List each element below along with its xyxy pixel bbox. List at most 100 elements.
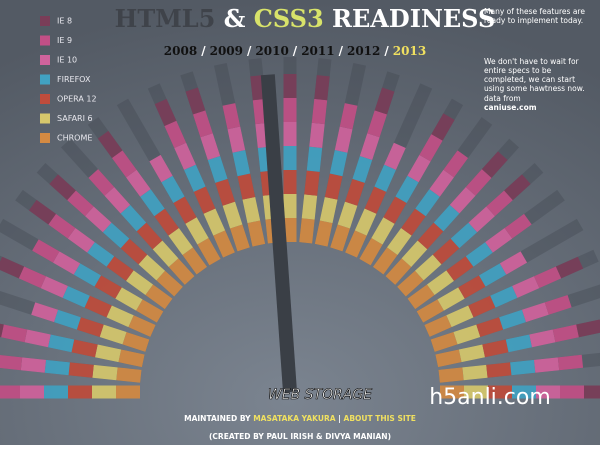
ray xyxy=(359,98,464,266)
ray-segment xyxy=(424,315,452,337)
ray-segment xyxy=(149,154,173,183)
legend-label[interactable]: FIREFOX xyxy=(57,75,91,84)
ray xyxy=(0,385,140,399)
about-link[interactable]: ABOUT THIS SITE xyxy=(344,414,416,423)
separator: / xyxy=(384,44,389,58)
ray-segment xyxy=(512,385,536,399)
legend-swatch xyxy=(40,55,50,65)
ray-segment xyxy=(182,247,208,275)
ray-segment xyxy=(283,218,297,242)
ray-segment xyxy=(426,270,455,295)
legend-label[interactable]: CHROME xyxy=(57,134,92,143)
source-prefix: data from xyxy=(484,94,521,103)
ray-segment xyxy=(283,98,297,122)
ray xyxy=(345,83,433,258)
year-link[interactable]: 2011 xyxy=(301,44,334,58)
legend-label[interactable]: OPERA 12 xyxy=(57,95,97,104)
ray-segment xyxy=(230,224,250,252)
ray-segment xyxy=(371,217,395,245)
ray-segment xyxy=(0,354,23,371)
ray-segment xyxy=(94,344,122,363)
ray-segment xyxy=(438,367,464,383)
ray-segment xyxy=(552,324,579,343)
ray-segment xyxy=(476,317,504,337)
legend-label[interactable]: IE 10 xyxy=(57,56,77,65)
sidebar-source: data from caniuse.com xyxy=(484,94,537,112)
selected-bar xyxy=(260,74,297,393)
year-selector: 2008/2009/2010/2011/2012/2013 xyxy=(164,44,426,58)
ray-segment xyxy=(168,227,193,256)
ray-segment xyxy=(20,385,44,399)
ray-segment xyxy=(395,175,419,203)
ray-segment xyxy=(104,187,131,214)
title-part: HTML5 xyxy=(115,4,216,33)
ray-segment xyxy=(374,87,395,115)
ray-segment xyxy=(126,169,151,197)
ray-segment xyxy=(52,251,81,275)
text-line: using some hawtness now. xyxy=(484,84,585,93)
ray-segment xyxy=(479,263,507,287)
legend-label[interactable]: SAFARI 6 xyxy=(57,114,93,123)
ray-segment xyxy=(557,354,584,371)
author-link[interactable]: DIVYA MANIAN xyxy=(325,432,387,441)
year-link[interactable]: 2013 xyxy=(393,44,426,58)
year-link[interactable]: 2009 xyxy=(210,44,243,58)
ray-segment xyxy=(40,276,68,298)
ray-segment xyxy=(125,270,154,295)
legend-swatch xyxy=(40,16,50,26)
readiness-rays xyxy=(0,57,600,399)
ray-segment xyxy=(453,324,481,345)
ray xyxy=(0,315,145,368)
ray-segment xyxy=(481,151,508,178)
ray xyxy=(87,117,208,275)
year-link[interactable]: 2008 xyxy=(164,44,197,58)
ray-segment xyxy=(111,150,137,178)
legend-label[interactable]: IE 9 xyxy=(57,36,72,45)
ray xyxy=(424,249,599,337)
ray-segment xyxy=(465,242,493,267)
ray-segment xyxy=(102,222,130,249)
author-link[interactable]: PAUL IRISH xyxy=(266,432,313,441)
ray-segment xyxy=(334,126,353,153)
year-link[interactable]: 2012 xyxy=(347,44,380,58)
ray-segment xyxy=(67,228,95,253)
ray-segment xyxy=(68,362,94,378)
legend-swatch xyxy=(40,113,50,124)
year-link[interactable]: 2010 xyxy=(255,44,288,58)
ray-segment xyxy=(443,150,469,178)
ray xyxy=(283,57,297,242)
ray-segment xyxy=(87,242,115,267)
sidebar-text: Many of these features are ready to imple… xyxy=(484,7,585,25)
text-line: We don't have to wait for xyxy=(484,57,580,66)
ray-segment xyxy=(232,150,251,177)
ray xyxy=(116,98,221,266)
ray xyxy=(15,189,173,310)
text: ) xyxy=(388,432,391,441)
source-link[interactable]: caniuse.com xyxy=(484,103,537,112)
ray-segment xyxy=(85,206,112,233)
title-part: CSS3 xyxy=(254,4,324,33)
ray-segment xyxy=(429,169,454,197)
ray-segment xyxy=(345,178,365,206)
credits-line: (CREATED BY PAUL IRISH & DIVYA MANIAN) xyxy=(209,432,391,441)
ray xyxy=(416,218,584,323)
ray-segment xyxy=(32,239,60,263)
ray-segment xyxy=(136,222,163,250)
legend-label[interactable]: IE 8 xyxy=(57,17,72,26)
separator: / xyxy=(247,44,252,58)
ray-segment xyxy=(385,258,412,285)
ray-segment xyxy=(116,367,142,383)
ray-segment xyxy=(314,220,333,247)
maintainer-link[interactable]: MASATAKA YAKURA xyxy=(253,414,336,423)
ray-segment xyxy=(168,258,195,285)
ray-segment xyxy=(433,204,460,232)
ray-segment xyxy=(31,302,59,323)
text-line: completed, we can start xyxy=(484,75,575,84)
ray-segment xyxy=(414,254,442,281)
ray-segment xyxy=(97,130,123,158)
ray-segment xyxy=(486,190,513,217)
ray-segment xyxy=(485,228,513,253)
ray xyxy=(372,117,493,275)
ray-segment xyxy=(140,189,165,217)
